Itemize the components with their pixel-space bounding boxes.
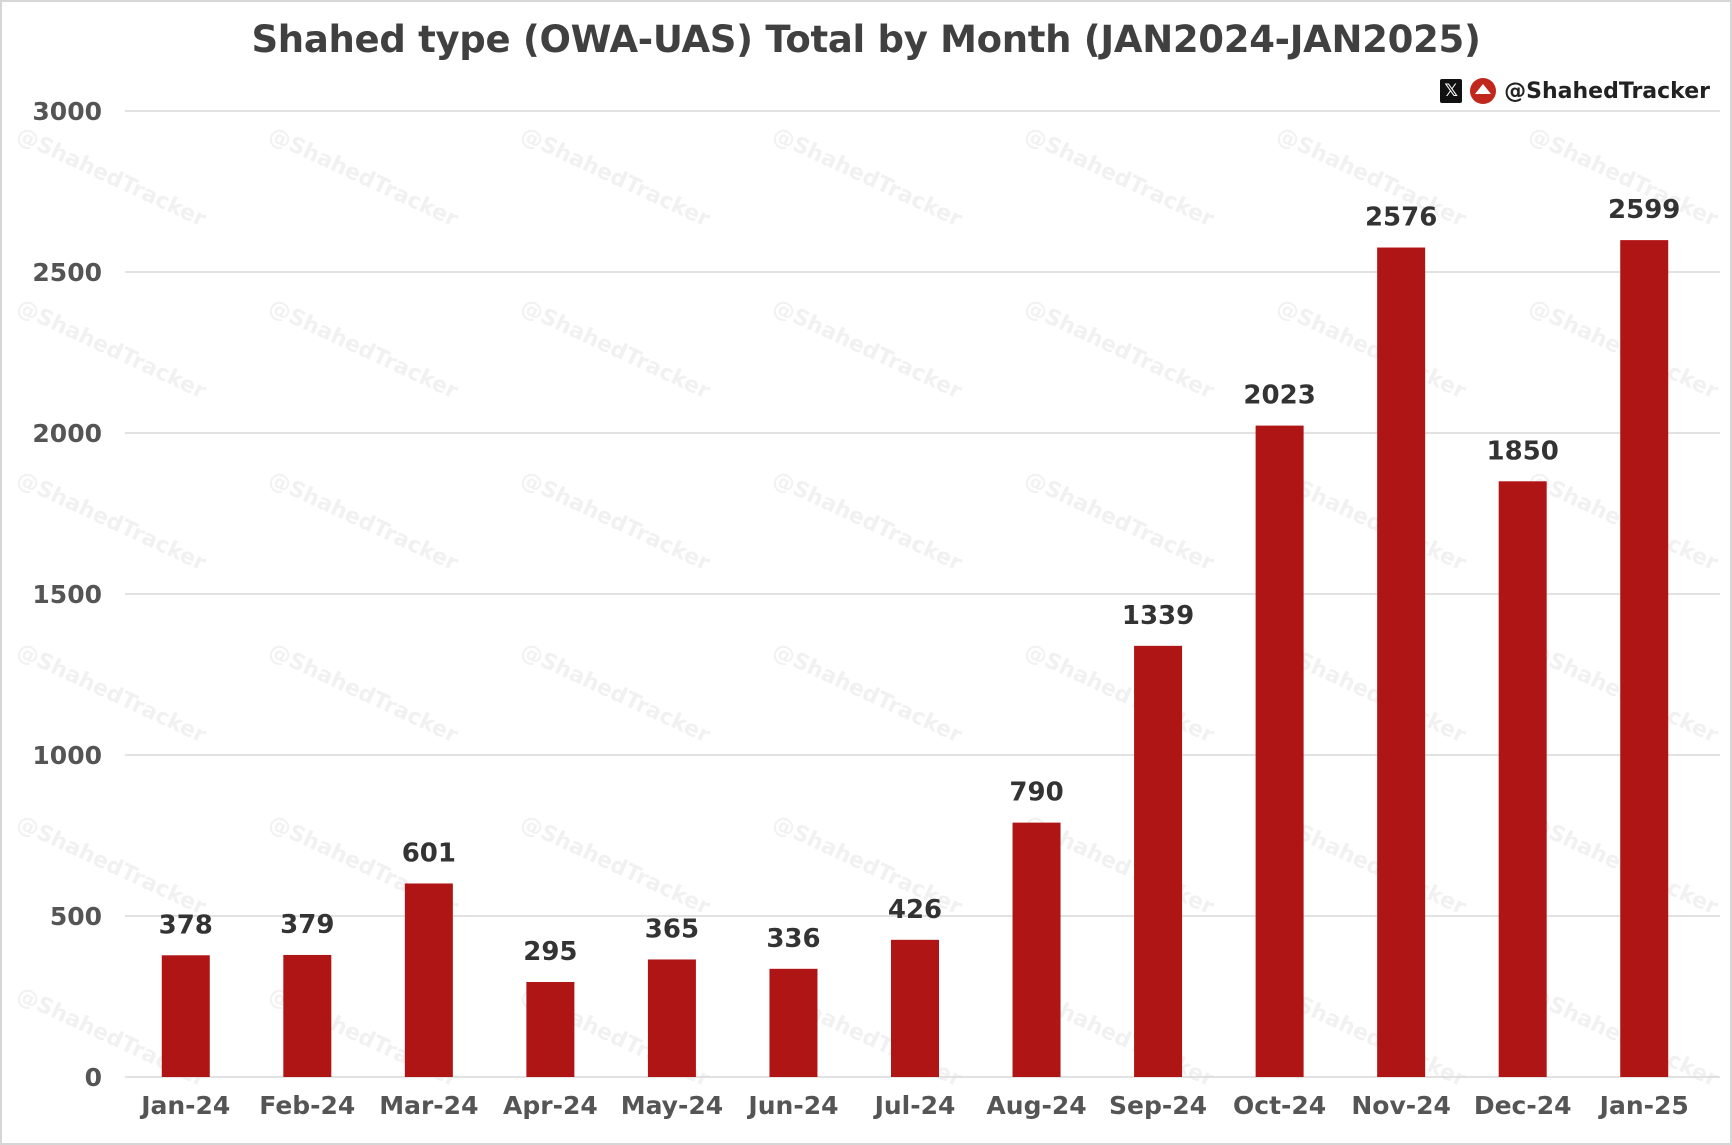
watermark: @ShahedTracker: [1020, 295, 1217, 405]
watermark: @ShahedTracker: [264, 123, 461, 233]
watermark: @ShahedTracker: [768, 639, 965, 749]
data-label: 790: [1009, 778, 1063, 808]
watermark: @ShahedTracker: [12, 467, 209, 577]
data-label: 378: [159, 910, 213, 940]
bar: [1134, 645, 1183, 1077]
bar: [404, 883, 453, 1077]
watermark: @ShahedTracker: [516, 639, 713, 749]
watermark: @ShahedTracker: [768, 295, 965, 405]
data-label: 601: [402, 838, 456, 868]
y-tick-label: 2000: [32, 419, 102, 448]
x-tick-label: Feb-24: [259, 1091, 355, 1120]
data-label: 379: [280, 910, 334, 940]
bar: [891, 939, 939, 1077]
watermark: @ShahedTracker: [12, 811, 209, 921]
y-tick-label: 500: [50, 902, 102, 931]
x-tick-label: Jul-24: [873, 1091, 956, 1120]
data-label: 2576: [1365, 203, 1437, 233]
bar: [1498, 481, 1547, 1077]
x-tick-label: Jun-24: [746, 1091, 838, 1120]
data-label: 2599: [1608, 195, 1680, 225]
data-label: 1339: [1122, 601, 1194, 631]
data-label: 2023: [1243, 381, 1315, 411]
x-tick-label: Sep-24: [1109, 1091, 1207, 1120]
bar: [283, 954, 332, 1077]
shahedtracker-logo-icon: [1470, 78, 1497, 104]
data-label: 365: [645, 914, 699, 944]
bar: [161, 955, 210, 1077]
bar: [1620, 240, 1669, 1077]
watermark: @ShahedTracker: [1020, 467, 1217, 577]
x-tick-label: Dec-24: [1474, 1091, 1572, 1120]
brand-badge: 𝕏 @ShahedTracker: [1440, 78, 1710, 104]
x-tick-label: Nov-24: [1351, 1091, 1451, 1120]
bar: [1255, 425, 1304, 1077]
y-tick-label: 2500: [32, 258, 102, 287]
x-tick-label: Aug-24: [986, 1091, 1086, 1120]
y-tick-label: 3000: [32, 97, 102, 126]
watermark: @ShahedTracker: [264, 295, 461, 405]
y-tick-label: 1000: [32, 741, 102, 770]
bar: [1012, 822, 1061, 1077]
bar: [769, 968, 818, 1077]
y-tick-label: 0: [85, 1063, 102, 1092]
watermark: @ShahedTracker: [12, 123, 209, 233]
watermark: @ShahedTracker: [768, 123, 965, 233]
watermark: @ShahedTracker: [12, 295, 209, 405]
watermark: @ShahedTracker: [516, 467, 713, 577]
watermark: @ShahedTracker: [264, 639, 461, 749]
data-label: 426: [888, 895, 942, 925]
y-tick-label: 1500: [32, 580, 102, 609]
bar: [1377, 247, 1426, 1077]
watermark: @ShahedTracker: [516, 295, 713, 405]
x-tick-label: Jan-25: [1598, 1091, 1689, 1120]
watermark: @ShahedTracker: [1020, 639, 1217, 749]
watermark: @ShahedTracker: [516, 123, 713, 233]
brand-handle: @ShahedTracker: [1504, 78, 1710, 104]
bar: [526, 982, 575, 1077]
watermark: @ShahedTracker: [264, 467, 461, 577]
x-tick-label: Mar-24: [379, 1091, 478, 1120]
chart-title: Shahed type (OWA-UAS) Total by Month (JA…: [251, 18, 1481, 61]
x-tick-label: May-24: [621, 1091, 723, 1120]
watermark: @ShahedTracker: [516, 811, 713, 921]
data-label: 336: [766, 924, 820, 954]
watermark: @ShahedTracker: [12, 639, 209, 749]
data-label: 295: [523, 937, 577, 967]
watermark: @ShahedTracker: [1020, 123, 1217, 233]
x-tick-label: Jan-24: [139, 1091, 230, 1120]
watermark: @ShahedTracker: [768, 467, 965, 577]
x-tick-label: Oct-24: [1233, 1091, 1326, 1120]
bar: [647, 959, 696, 1077]
x-logo-icon: 𝕏: [1440, 79, 1463, 103]
x-tick-label: Apr-24: [503, 1091, 598, 1120]
data-label: 1850: [1487, 436, 1559, 466]
